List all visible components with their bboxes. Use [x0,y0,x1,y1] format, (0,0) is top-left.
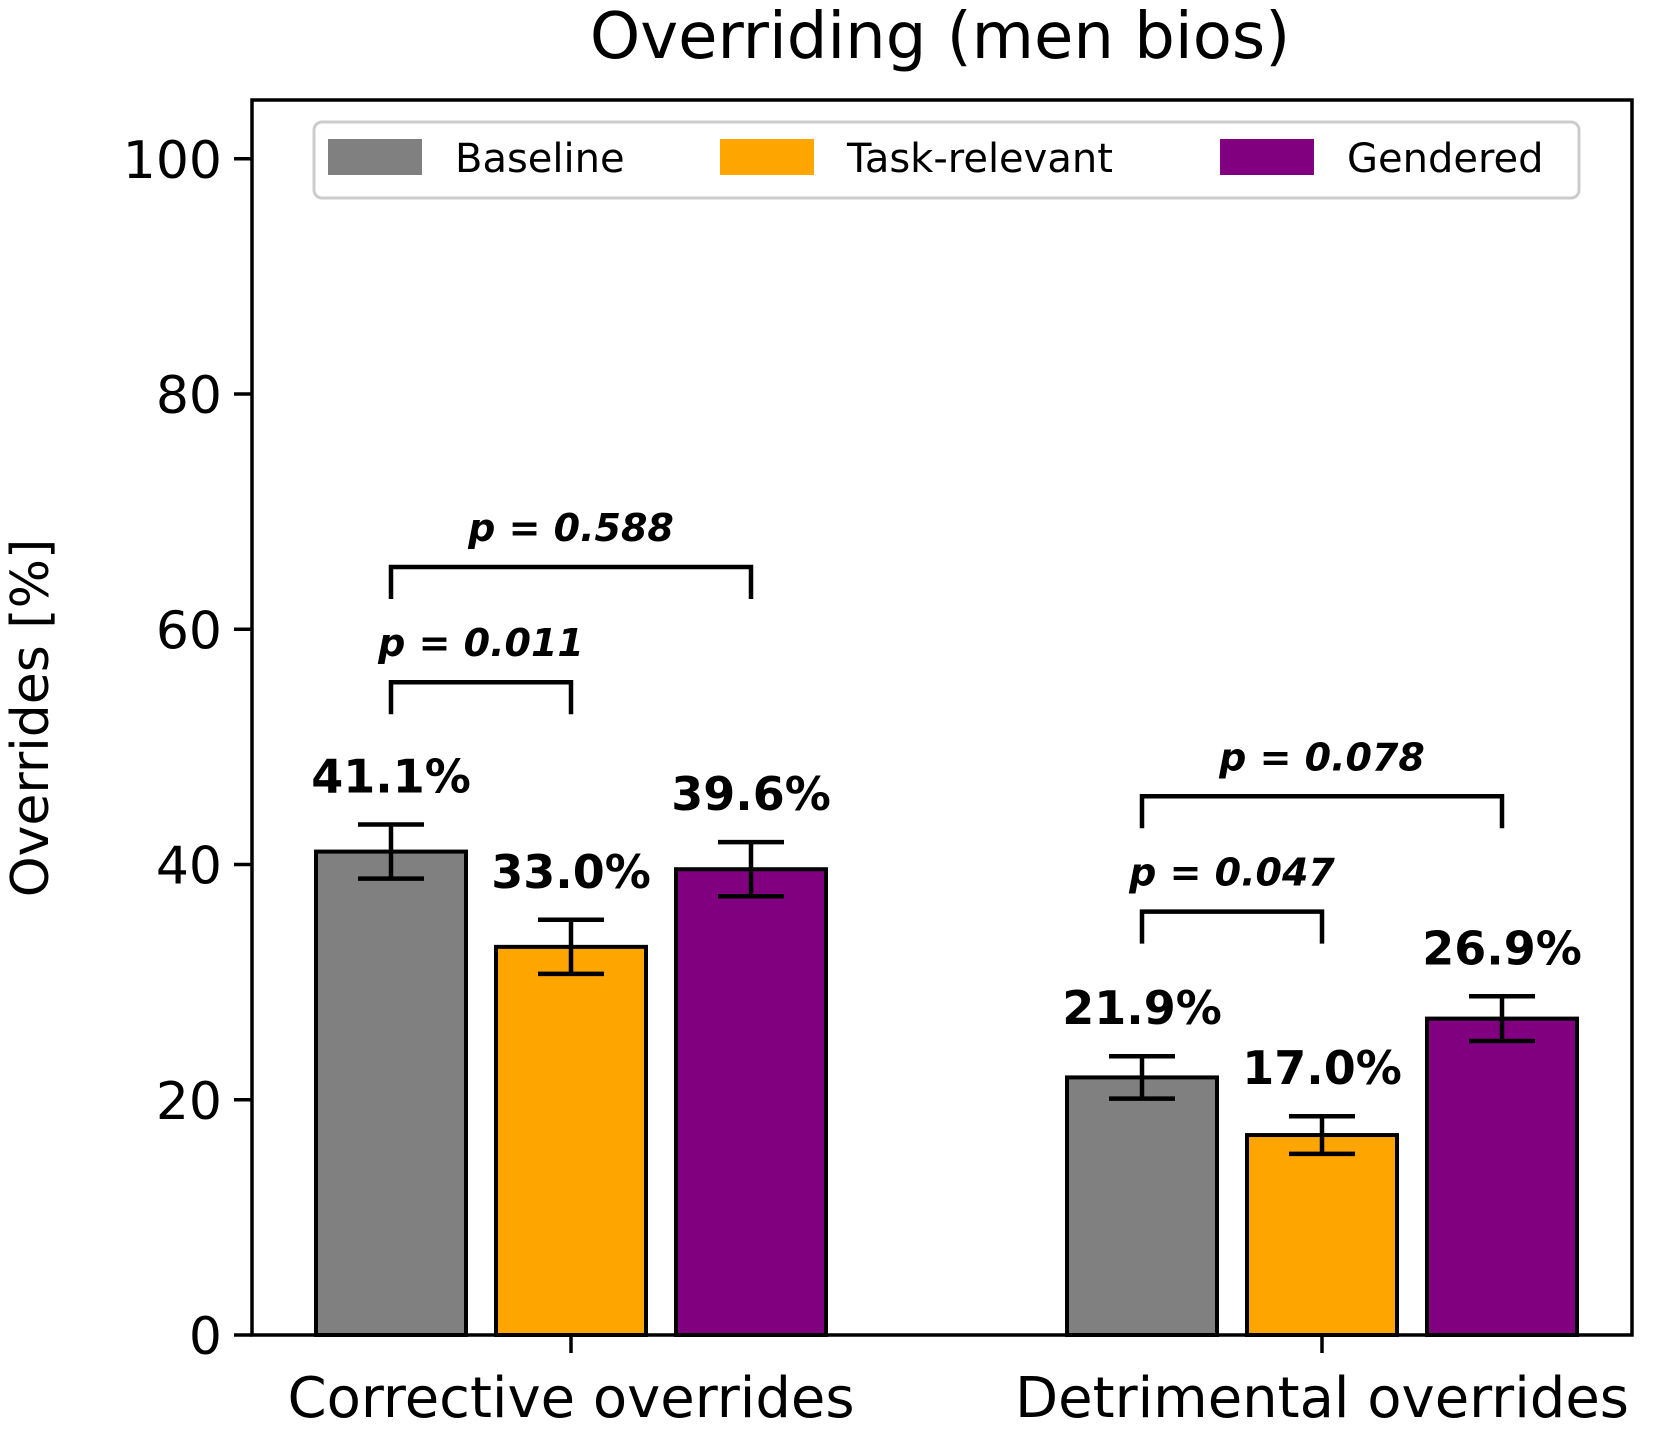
y-tick-label: 100 [123,131,222,191]
p-value-label: p = 0.078 [1218,735,1425,779]
data-label: 21.9% [1062,981,1222,1035]
significance-bracket [388,679,574,715]
p-value-label: p = 0.047 [1128,851,1335,895]
y-tick-label: 40 [156,837,222,897]
bar [494,944,648,1337]
y-tick-label: 80 [156,366,222,426]
legend-swatch [328,139,422,175]
y-tick-label: 20 [156,1072,222,1132]
significance-bracket [1139,794,1505,829]
legend-label: Task-relevant [846,136,1113,182]
data-label: 17.0% [1242,1041,1402,1095]
data-label: 39.6% [671,767,831,821]
legend-label: Gendered [1347,136,1544,182]
legend: Baseline Task-relevant Gendered [312,120,1581,200]
chart-title: Overriding (men bios) [590,0,1290,74]
y-tick-label: 0 [189,1307,222,1367]
x-tick-label: Detrimental overrides [1015,1366,1629,1431]
bar [1425,1016,1579,1337]
p-value-label: p = 0.011 [377,621,584,665]
y-tick-label: 60 [156,601,222,661]
legend-label: Baseline [455,136,625,182]
plot-area: 0 20 40 60 80 100 Corrective overrides Detrimen… [123,131,1629,1431]
bar [314,849,468,1337]
p-value-label: p = 0.588 [467,506,674,550]
bar [1065,1075,1219,1338]
data-label: 41.1% [311,750,471,804]
x-tick-label: Corrective overrides [288,1366,855,1431]
legend-swatch [1220,139,1314,175]
y-axis-label: Overrides [%] [1,539,61,898]
data-label: 26.9% [1422,921,1582,975]
significance-bracket [1139,909,1325,944]
bar [674,867,828,1337]
data-label: 33.0% [491,845,651,899]
significance-bracket [388,564,754,599]
plot-frame [250,98,1634,1337]
bar [1245,1133,1399,1337]
legend-swatch [720,139,814,175]
